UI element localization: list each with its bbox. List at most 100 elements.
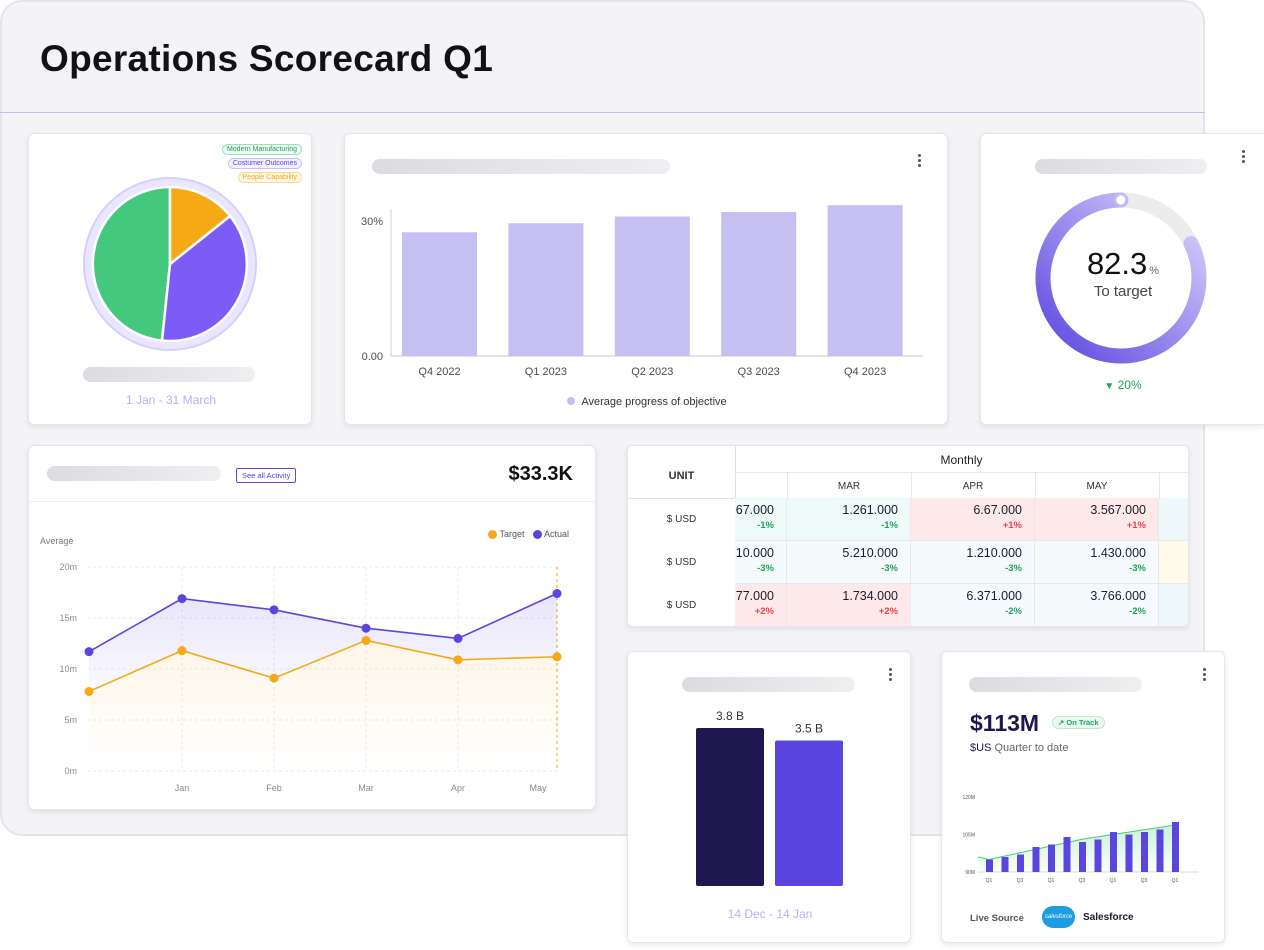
y-tick-label: 20m: [59, 562, 77, 572]
x-tick-label: Q1: [1048, 878, 1055, 884]
row-unit: $ USD: [666, 600, 697, 611]
revenue-bar: [1048, 844, 1055, 872]
cell-value: 6.371.000: [966, 589, 1022, 603]
cell-value: 1.734.000: [842, 589, 898, 603]
y-tick-label: 105M: [962, 833, 975, 839]
cell-delta: -3%: [1005, 563, 1022, 574]
page-title: Operations Scorecard Q1: [40, 38, 494, 79]
gauge-progress: [1035, 192, 1207, 364]
legend-dot-actual: [532, 530, 542, 540]
more-vertical-icon[interactable]: [1203, 666, 1206, 683]
y-tick-label: 10m: [59, 664, 77, 674]
y-tick-label: 0m: [64, 766, 77, 776]
revenue-bar: [1094, 839, 1102, 872]
target-point: [453, 655, 463, 665]
group-header-line: [735, 472, 1188, 473]
bar-chart: 0.00 30% Q4 2022 Q1 2023 Q2 2023 Q3 2023 Q4 20…: [361, 205, 923, 378]
legend-dot-target: [488, 530, 498, 540]
y-tick-label: 120M: [962, 795, 975, 801]
y-axis-title: Average: [40, 536, 74, 546]
target-point: [552, 652, 562, 662]
activity-line-card: See all Activity $33.3K Average Target A…: [28, 445, 596, 810]
gauge-unit: %: [1149, 265, 1160, 277]
actual-point: [84, 647, 94, 657]
x-tick-label: Jan: [175, 783, 190, 793]
revenue-bar: [1110, 832, 1117, 872]
table-cell: 3.567.000 +1%: [1035, 498, 1159, 541]
triangle-down-icon: ▼: [1104, 381, 1115, 392]
gauge-value-wrap: 82.3%: [981, 246, 1264, 282]
bar-legend: Average progress of objective: [345, 396, 949, 408]
target-line: [88, 639, 558, 693]
more-vertical-icon[interactable]: [1242, 148, 1245, 165]
see-all-activity-button[interactable]: See all Activity: [236, 468, 297, 483]
cell-delta: -3%: [1129, 563, 1146, 574]
bar: [614, 216, 690, 356]
table-cell: 10.000 -3%: [735, 541, 787, 584]
actual-point: [552, 589, 562, 599]
column-header-mar: MAR: [837, 481, 861, 492]
target-point: [84, 686, 94, 696]
progress-bar-card: 0.00 30% Q4 2022 Q1 2023 Q2 2023 Q3 2023 Q4 20…: [344, 133, 948, 425]
more-vertical-icon[interactable]: [889, 666, 892, 683]
actual-point: [269, 605, 279, 615]
cell-value: 5.210.000: [842, 546, 898, 560]
gauge-knob: [1114, 193, 1128, 207]
revenue-bar: [1141, 832, 1148, 872]
column-divider: [1159, 472, 1160, 498]
placeholder-bar: [372, 159, 670, 174]
y-tick-label: 0.00: [362, 351, 383, 363]
divider: [29, 501, 595, 502]
cell-value: 10.000: [735, 546, 774, 560]
on-track-badge: ↗ On Track: [1052, 716, 1105, 729]
more-vertical-icon[interactable]: [918, 152, 921, 169]
placeholder-bar: [83, 367, 255, 382]
column-divider: [911, 472, 912, 498]
pie-card: Modern Manufacturing Costumer Outcomes P…: [28, 133, 312, 425]
monthly-group-header: Monthly: [940, 453, 983, 467]
legend-people-capability: People Capability: [237, 172, 302, 183]
target-point: [177, 646, 187, 656]
compare-card: 3.8 B 3.5 B 14 Dec - 14 Jan: [627, 651, 911, 943]
gauge-change-value: 20%: [1117, 378, 1142, 392]
x-tick-label: Q3: [1079, 878, 1086, 884]
legend-modern-manufacturing: Modern Manufacturing: [221, 144, 302, 155]
revenue-subtitle: $US Quarter to date: [970, 742, 1068, 754]
cell-delta: -1%: [881, 520, 898, 531]
pie-slice-people-capability: [168, 185, 232, 267]
legend-dot: [567, 397, 576, 406]
unit-header: UNIT: [668, 470, 695, 482]
line-legend: Target Actual: [488, 529, 569, 540]
x-tick-label: May: [529, 783, 547, 793]
cell-value: 3.766.000: [1090, 589, 1146, 603]
x-tick-label: Mar: [358, 783, 374, 793]
actual-line: [88, 592, 558, 653]
date-range: 14 Dec - 14 Jan: [727, 907, 813, 921]
x-tick-label: Q4 2022: [418, 366, 460, 378]
gauge-label: To target: [1093, 283, 1153, 300]
column-header-apr: APR: [962, 481, 984, 492]
gauge-change: ▼ 20%: [981, 378, 1264, 392]
compare-bar-label: 3.8 B: [716, 709, 744, 723]
activity-total: $33.3K: [508, 463, 574, 485]
actual-point: [361, 623, 371, 633]
revenue-bar: [1017, 854, 1024, 872]
actual-point: [453, 633, 463, 643]
table-cell: 1.210.000 -3%: [911, 541, 1035, 584]
x-tick-label: Q2 2023: [631, 366, 673, 378]
salesforce-logo: salesforce: [1042, 906, 1075, 928]
trend-line: [977, 824, 1176, 860]
row-unit: $ USD: [666, 557, 697, 568]
cell-value: 67.000: [735, 503, 774, 517]
y-tick-label: 90M: [965, 870, 975, 876]
monthly-table: UNIT Monthly MAR APR MAY $ USD 67.000 -1%…: [627, 445, 1189, 627]
bar: [508, 223, 584, 356]
table-cell-overflow: [1159, 541, 1188, 584]
arrow-up-right-icon: ↗: [1058, 718, 1065, 727]
cell-delta: +1%: [1002, 520, 1022, 531]
cell-delta: +1%: [1126, 520, 1146, 531]
gauge-chart: [1035, 192, 1207, 364]
compare-bar: [696, 728, 764, 886]
cell-value: 1.430.000: [1090, 546, 1146, 560]
placeholder-bar: [969, 677, 1142, 692]
